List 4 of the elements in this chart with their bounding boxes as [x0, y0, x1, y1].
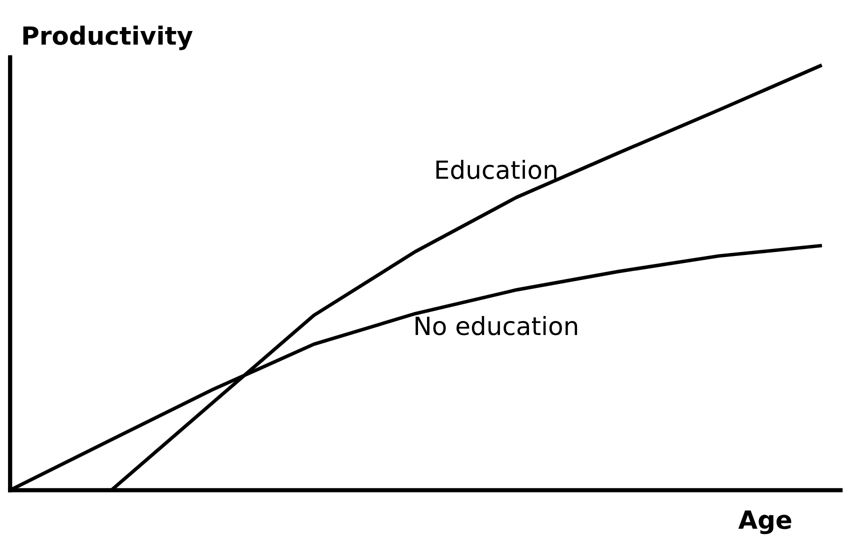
series-label: No education	[416, 316, 578, 336]
x-axis-title: Age	[738, 510, 792, 534]
series-label: Education	[436, 160, 556, 180]
y-axis-title: Productivity	[23, 26, 193, 50]
